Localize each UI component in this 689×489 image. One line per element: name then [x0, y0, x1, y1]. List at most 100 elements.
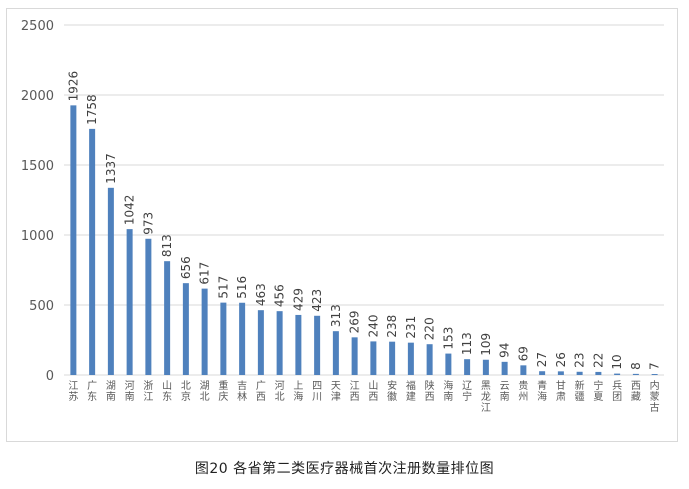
- data-label: 269: [348, 310, 362, 333]
- x-tick-label: 江西: [350, 380, 360, 403]
- x-tick-label: 新疆: [575, 379, 585, 403]
- bar: [107, 187, 114, 375]
- data-label: 516: [235, 276, 249, 299]
- x-tick-label: 陕西: [425, 379, 435, 403]
- x-tick-label: 西藏: [631, 381, 641, 403]
- chart-caption: 图20 各省第二类医疗器械首次注册数量排位图: [194, 461, 495, 477]
- bar: [426, 344, 433, 375]
- x-tick-label: 河北: [275, 380, 285, 403]
- bar: [164, 261, 171, 375]
- bar: [126, 229, 133, 375]
- data-label: 313: [329, 304, 343, 327]
- data-label: 463: [254, 283, 268, 306]
- bar: [89, 128, 96, 375]
- y-tick-label: 2500: [21, 19, 54, 34]
- bar: [220, 302, 227, 375]
- bar: [464, 359, 471, 375]
- x-tick-label: 湖南: [106, 380, 116, 403]
- data-label: 1042: [123, 195, 137, 226]
- data-label: 1758: [85, 94, 99, 125]
- data-label: 517: [216, 276, 230, 299]
- data-label: 813: [160, 234, 174, 257]
- bar: [145, 238, 152, 375]
- data-label: 423: [310, 289, 324, 312]
- data-label: 1337: [104, 153, 118, 184]
- data-label: 22: [591, 353, 605, 368]
- bar: [314, 315, 321, 375]
- bar: [201, 288, 208, 375]
- x-tick-label: 甘肃: [556, 379, 566, 403]
- data-label: 238: [385, 315, 399, 338]
- data-label: 429: [291, 288, 305, 311]
- bar: [445, 353, 452, 375]
- data-label: 94: [498, 343, 512, 358]
- bar: [482, 359, 489, 375]
- bar: [539, 371, 546, 375]
- y-tick-label: 1500: [21, 159, 54, 174]
- data-label: 656: [179, 256, 193, 279]
- x-tick-label: 黑龙江: [481, 380, 491, 414]
- data-label: 10: [610, 354, 624, 369]
- bar: [595, 371, 602, 375]
- bar: [407, 342, 414, 375]
- bar: [632, 373, 639, 375]
- data-label: 1926: [66, 71, 80, 102]
- x-tick-label: 河南: [125, 380, 135, 403]
- x-tick-label: 上海: [293, 380, 303, 403]
- x-tick-label: 吉林: [237, 380, 247, 403]
- bar: [520, 365, 527, 375]
- y-tick-label: 500: [29, 299, 54, 314]
- bar: [614, 373, 621, 375]
- data-label: 8: [629, 362, 643, 370]
- x-tick-label: 安徽: [387, 379, 397, 403]
- bar: [389, 341, 396, 375]
- x-tick-label: 内蒙古: [650, 379, 660, 414]
- x-tick-label: 四川: [312, 381, 322, 403]
- bar: [332, 331, 339, 375]
- data-label: 617: [198, 262, 212, 285]
- y-tick-label: 2000: [21, 89, 54, 104]
- data-label: 240: [366, 314, 380, 337]
- x-tick-label: 广东: [87, 380, 97, 403]
- x-tick-label: 天津: [331, 381, 341, 403]
- bar: [370, 341, 377, 375]
- bar: [295, 314, 302, 375]
- data-label: 973: [141, 212, 155, 235]
- x-tick-label: 湖北: [200, 380, 210, 403]
- data-label: 231: [404, 316, 418, 339]
- y-tick-label: 0: [46, 369, 54, 384]
- data-label: 113: [460, 332, 474, 355]
- bar: [351, 337, 358, 375]
- bar: [182, 283, 189, 375]
- data-label: 26: [554, 352, 568, 367]
- x-tick-label: 北京: [181, 380, 191, 403]
- x-tick-label: 海南: [443, 379, 453, 403]
- bar: [257, 310, 264, 375]
- y-tick-label: 1000: [21, 229, 54, 244]
- data-label: 69: [516, 346, 530, 361]
- x-tick-label: 辽宁: [462, 380, 472, 403]
- data-label: 7: [648, 362, 662, 370]
- bar: [239, 302, 246, 375]
- data-label: 220: [423, 317, 437, 340]
- bar: [576, 371, 583, 375]
- data-label: 456: [273, 284, 287, 307]
- data-label: 153: [441, 327, 455, 350]
- x-tick-label: 山东: [162, 380, 172, 403]
- bar: [501, 361, 508, 375]
- x-tick-label: 广西: [256, 380, 266, 403]
- bar: [276, 311, 283, 375]
- x-tick-label: 贵州: [518, 379, 528, 403]
- data-label: 109: [479, 333, 493, 356]
- x-tick-label: 福建: [406, 379, 416, 403]
- x-tick-label: 兵团: [612, 379, 622, 403]
- data-label: 27: [535, 352, 549, 367]
- bar: [557, 371, 564, 375]
- bar: [651, 374, 658, 375]
- x-tick-label: 山西: [368, 380, 378, 403]
- x-tick-label: 浙江: [143, 380, 153, 403]
- x-tick-label: 云南: [500, 381, 510, 403]
- bar: [70, 105, 77, 376]
- chart-frame: [6, 8, 678, 442]
- bar-chart: 0 500 1000 1500 2000 2500 1926 江苏 1758 广东 1337 湖南 10…: [21, 19, 664, 414]
